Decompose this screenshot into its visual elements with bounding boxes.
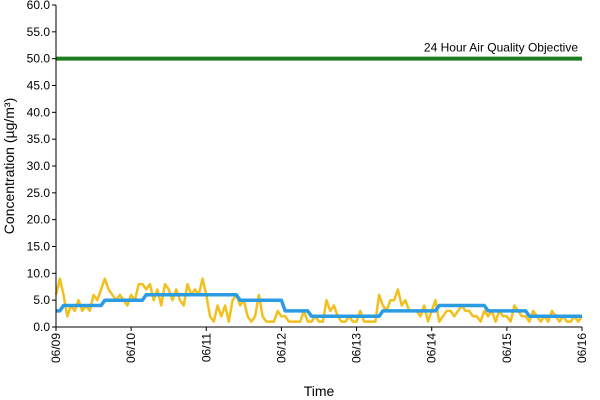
y-tick-label: 40.0 <box>27 105 51 119</box>
y-tick-label: 35.0 <box>27 132 51 146</box>
y-tick-label: 20.0 <box>27 213 51 227</box>
y-tick-label: 30.0 <box>27 159 51 173</box>
y-tick-label: 10.0 <box>27 266 51 280</box>
x-tick-label: 06/09 <box>49 333 63 363</box>
x-tick-label: 06/13 <box>350 333 364 363</box>
series-line-2 <box>56 293 582 319</box>
y-axis-ticks: 0.0 5.0 10.0 15.0 20.0 25.0 30.0 35.0 40.0 45.0 50… <box>27 0 56 334</box>
y-tick-label: 25.0 <box>27 186 51 200</box>
objective-label: 24 Hour Air Quality Objective <box>424 41 578 55</box>
x-tick-label: 06/11 <box>199 333 213 362</box>
x-tick-label: 06/10 <box>124 333 138 363</box>
y-tick-label: 15.0 <box>27 240 51 254</box>
x-tick-label: 06/16 <box>575 333 589 363</box>
y-tick-label: 45.0 <box>27 79 51 93</box>
y-tick-label: 50.0 <box>27 52 51 66</box>
y-axis-title: Concentration (µg/m³) <box>1 98 17 234</box>
x-tick-label: 06/12 <box>274 333 288 363</box>
series-line-1 <box>54 277 584 323</box>
x-axis-ticks: 06/09 06/10 06/11 06/12 06/13 06/14 06/15 06/16 <box>49 327 589 363</box>
y-tick-label: 60.0 <box>27 0 51 12</box>
y-tick-label: 0.0 <box>33 320 50 334</box>
x-axis-title: Time <box>304 383 335 399</box>
y-tick-label: 5.0 <box>33 293 50 307</box>
x-tick-label: 06/15 <box>500 333 514 363</box>
series-layer <box>54 277 584 323</box>
x-tick-label: 06/14 <box>425 333 439 363</box>
y-tick-label: 55.0 <box>27 25 51 39</box>
